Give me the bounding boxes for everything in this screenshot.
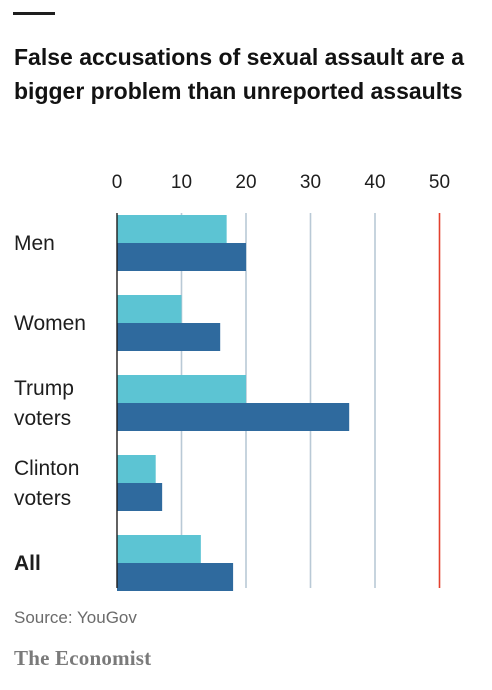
bar xyxy=(117,535,201,563)
x-tick-label: 10 xyxy=(171,172,192,193)
bar-chart: 0 10 20 30 40 50 Men Women Trump voters Clinton vot… xyxy=(14,172,450,591)
category-label: Clinton xyxy=(14,457,79,480)
x-tick-label: 50 xyxy=(429,172,450,193)
bar xyxy=(117,403,350,431)
x-tick-label: 30 xyxy=(300,172,321,193)
category-label: Women xyxy=(14,312,86,335)
top-rule xyxy=(13,12,55,15)
economist-logo: The Economist xyxy=(14,646,152,670)
x-tick-label: 40 xyxy=(364,172,385,193)
bar xyxy=(117,483,163,511)
bar xyxy=(117,375,246,403)
category-label: voters xyxy=(14,487,71,510)
source-note: Source: YouGov xyxy=(14,608,137,627)
bar xyxy=(117,243,246,271)
category-label: Men xyxy=(14,232,55,255)
x-tick-label: 0 xyxy=(112,172,123,193)
category-label: All xyxy=(14,552,41,575)
bar xyxy=(117,455,156,483)
category-label: voters xyxy=(14,407,71,430)
bar xyxy=(117,295,182,323)
bar xyxy=(117,323,221,351)
chart-title: False accusations of sexual assault are … xyxy=(14,44,465,104)
category-label: Trump xyxy=(14,377,74,400)
bar xyxy=(117,563,234,591)
bar xyxy=(117,215,227,243)
x-tick-label: 20 xyxy=(235,172,256,193)
